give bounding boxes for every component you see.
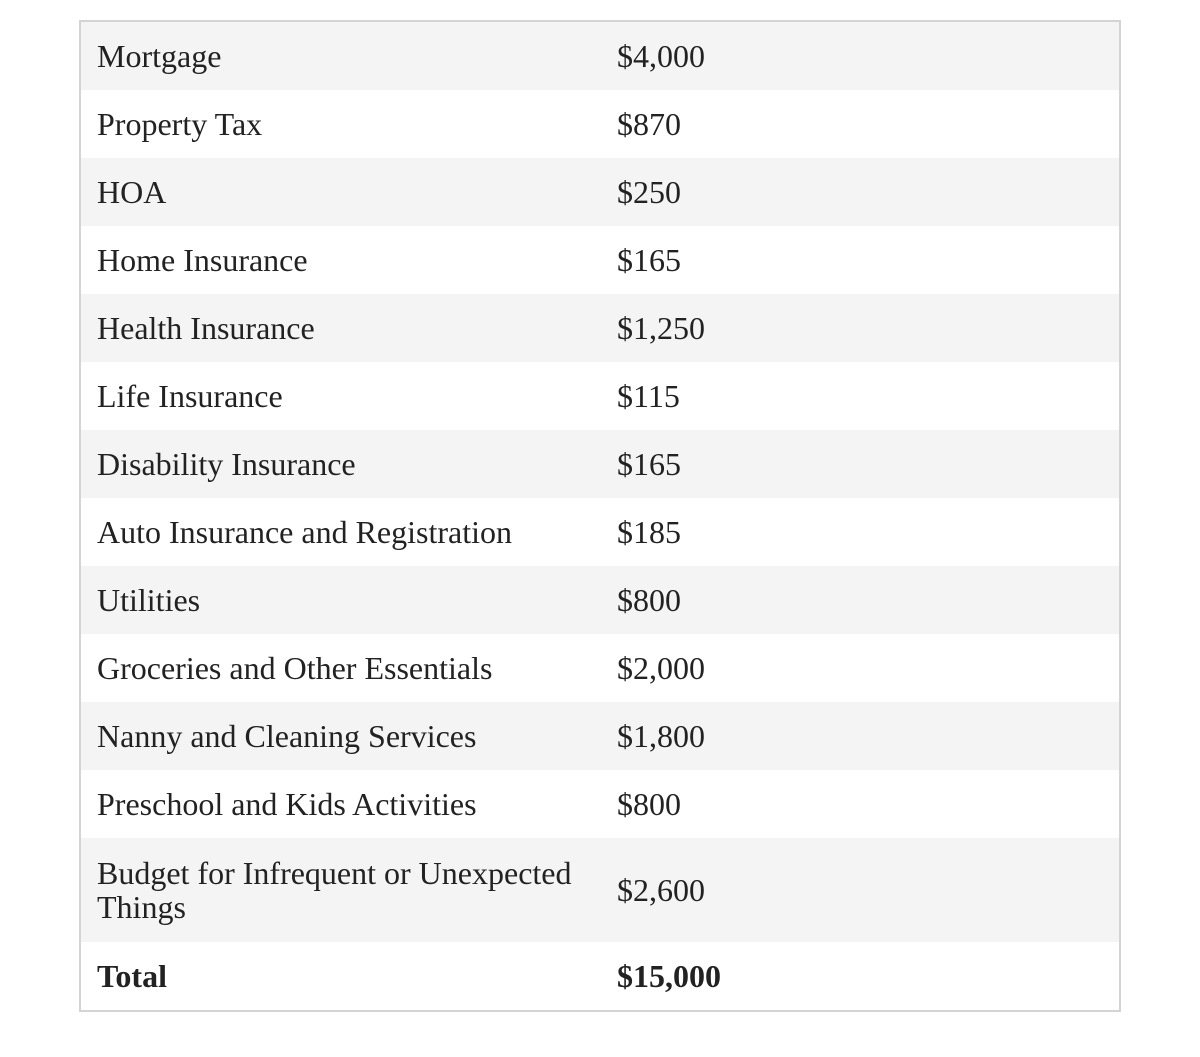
item-amount: $250 xyxy=(601,158,1119,226)
table-row: Life Insurance $115 xyxy=(81,362,1119,430)
item-amount: $2,000 xyxy=(617,650,705,686)
item-label: Utilities xyxy=(81,566,601,634)
table: Mortgage $4,000 Property Tax $870 HOA $250 Hom… xyxy=(81,22,1119,1010)
item-amount: $800 xyxy=(617,786,681,822)
item-label: HOA xyxy=(81,158,601,226)
expense-table: Mortgage $4,000 Property Tax $870 HOA $250 Hom… xyxy=(79,20,1121,1012)
table-row: Nanny and Cleaning Services $1,800 xyxy=(81,702,1119,770)
item-amount: $1,250 xyxy=(601,294,1119,362)
table-row: Preschool and Kids Activities $800 xyxy=(81,770,1119,838)
item-label: Disability Insurance xyxy=(81,430,601,498)
table-row: Groceries and Other Essentials $2,000 xyxy=(81,634,1119,702)
table-row: Total $15,000 xyxy=(81,942,1119,1010)
table-row: Health Insurance $1,250 xyxy=(81,294,1119,362)
item-amount: $4,000 xyxy=(601,22,1119,90)
item-label: Property Tax xyxy=(97,106,263,142)
item-amount: $870 xyxy=(617,106,681,142)
item-amount: $1,800 xyxy=(601,702,1119,770)
table-row: Auto Insurance and Registration $185 xyxy=(81,498,1119,566)
item-label: Mortgage xyxy=(81,22,601,90)
table-row: HOA $250 xyxy=(81,158,1119,226)
item-label: Health Insurance xyxy=(81,294,601,362)
table-row: Home Insurance $165 xyxy=(81,226,1119,294)
item-label: Home Insurance xyxy=(97,242,308,278)
item-amount: $165 xyxy=(601,430,1119,498)
item-amount: $165 xyxy=(617,242,681,278)
item-label: Groceries and Other Essentials xyxy=(97,650,493,686)
item-label: Budget for Infrequent or Unexpected Thin… xyxy=(81,838,601,942)
item-amount: $2,600 xyxy=(601,838,1119,942)
table-row: Property Tax $870 xyxy=(81,90,1119,158)
item-label: Total xyxy=(97,958,167,994)
item-amount: $15,000 xyxy=(617,958,721,994)
item-label: Life Insurance xyxy=(97,378,283,414)
item-amount: $115 xyxy=(617,378,680,414)
table-row: Mortgage $4,000 xyxy=(81,22,1119,90)
item-label: Nanny and Cleaning Services xyxy=(81,702,601,770)
item-amount: $800 xyxy=(601,566,1119,634)
table-row: Utilities $800 xyxy=(81,566,1119,634)
item-label: Preschool and Kids Activities xyxy=(97,786,477,822)
table-row: Budget for Infrequent or Unexpected Thin… xyxy=(81,838,1119,942)
table-row: Disability Insurance $165 xyxy=(81,430,1119,498)
item-amount: $185 xyxy=(617,514,681,550)
item-label: Auto Insurance and Registration xyxy=(97,514,512,550)
table-body: Mortgage $4,000 Property Tax $870 HOA $250 Hom… xyxy=(81,22,1119,1010)
